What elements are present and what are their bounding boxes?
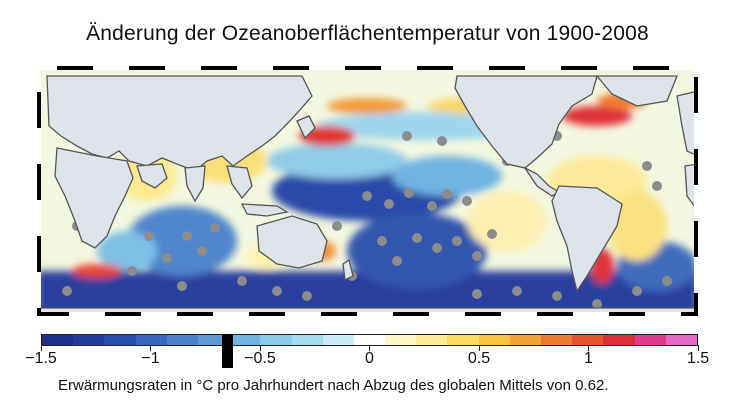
antarctica-landmass bbox=[41, 307, 694, 312]
north-america-landmass bbox=[454, 75, 598, 169]
colorbar-segment bbox=[260, 335, 292, 345]
colorbar-segment bbox=[322, 335, 354, 345]
australia-landmass bbox=[256, 215, 328, 269]
colorbar-tick-label: 0.5 bbox=[467, 350, 491, 367]
colorbar-segment bbox=[541, 335, 573, 345]
colorbar-tick bbox=[150, 345, 151, 351]
new-zealand-landmass bbox=[342, 258, 354, 281]
africa-wrap-landmass bbox=[684, 163, 694, 207]
colorbar-tick bbox=[369, 345, 370, 351]
colorbar-segment bbox=[135, 335, 167, 345]
colorbar-segment bbox=[229, 335, 261, 345]
colorbar-segment bbox=[73, 335, 105, 345]
sea-surface-temperature-map bbox=[37, 66, 698, 316]
colorbar-tick bbox=[697, 345, 699, 351]
colorbar-segment bbox=[478, 335, 510, 345]
colorbar-segment bbox=[104, 335, 136, 345]
south-america-landmass bbox=[551, 185, 623, 293]
colorbar-tick-label: −0.5 bbox=[244, 350, 276, 367]
colorbar-segment bbox=[385, 335, 417, 345]
continents bbox=[41, 75, 694, 312]
colorbar-segment bbox=[42, 335, 74, 345]
map-border-dashes bbox=[37, 66, 698, 316]
europe-wrap-landmass bbox=[676, 91, 694, 155]
colorbar-segment bbox=[197, 335, 230, 345]
colorbar-tick bbox=[40, 345, 42, 351]
colorbar-tick bbox=[259, 345, 261, 351]
colorbar-segment bbox=[416, 335, 448, 345]
colorbar-segment bbox=[509, 335, 541, 345]
map-svg bbox=[37, 66, 698, 316]
arabia-landmass bbox=[136, 163, 168, 189]
colorbar-tick-label: −1 bbox=[141, 350, 160, 367]
colorbar-tick-label: 0 bbox=[365, 350, 374, 367]
japan-landmass bbox=[296, 115, 316, 140]
colorbar-segment bbox=[634, 335, 666, 345]
colorbar-segment bbox=[665, 335, 697, 345]
colorbar-tick-label: 1.5 bbox=[686, 350, 710, 367]
colorbar-segment bbox=[603, 335, 635, 345]
map-title: Änderung der Ozeanoberflächentemperatur … bbox=[86, 22, 649, 45]
colorbar-marker bbox=[222, 334, 233, 368]
colorbar-segment bbox=[353, 335, 386, 345]
india-landmass bbox=[184, 165, 206, 203]
colorbar-tick-label: 1 bbox=[584, 350, 593, 367]
southeast-asia-landmass bbox=[226, 165, 253, 200]
colorbar-segment bbox=[447, 335, 479, 345]
africa-landmass bbox=[54, 147, 134, 249]
colorbar-tick bbox=[588, 345, 589, 351]
colorbar-segment bbox=[572, 335, 604, 345]
indonesia-islands bbox=[240, 203, 289, 217]
colorbar-segment bbox=[291, 335, 323, 345]
greenland-landmass bbox=[595, 75, 678, 107]
colorbar-tick-label: −1.5 bbox=[25, 350, 57, 367]
colorbar-tick bbox=[478, 345, 480, 351]
colorbar-caption: Erwärmungsraten in °C pro Jahrhundert na… bbox=[58, 377, 609, 394]
colorbar-segment bbox=[166, 335, 198, 345]
